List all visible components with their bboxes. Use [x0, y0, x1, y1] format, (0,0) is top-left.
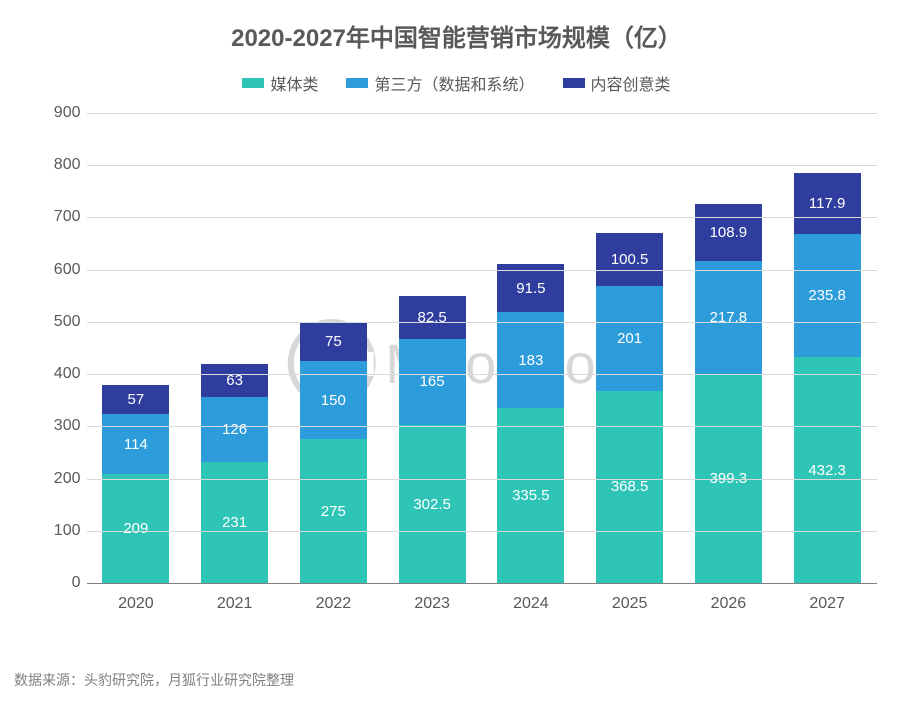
- bar-segment: 126: [201, 397, 268, 463]
- y-tick-label: 400: [39, 365, 81, 383]
- gridline: [87, 217, 877, 218]
- bar-segment: 217.8: [695, 261, 762, 375]
- bar-column: 432.3235.8117.9: [794, 173, 861, 583]
- bar-column: 399.3217.8108.9: [695, 204, 762, 583]
- legend-swatch-icon: [242, 78, 264, 88]
- bar-segment: 57: [102, 385, 169, 415]
- bar-segment: 108.9: [695, 204, 762, 261]
- data-source-note: 数据来源：头豹研究院，月狐行业研究院整理: [14, 670, 294, 690]
- chart-area: MoonFox 209114572311266327515075302.5165…: [27, 103, 887, 623]
- y-tick-label: 800: [39, 156, 81, 174]
- x-axis-labels: 20202021202220232024202520262027: [87, 587, 877, 623]
- y-tick-label: 700: [39, 208, 81, 226]
- bar-segment: 335.5: [497, 408, 564, 583]
- bar-segment: 165: [399, 339, 466, 425]
- x-tick-label: 2021: [185, 587, 284, 623]
- gridline: [87, 165, 877, 166]
- y-tick-label: 900: [39, 104, 81, 122]
- y-tick-label: 600: [39, 261, 81, 279]
- bar-segment: 183: [497, 312, 564, 408]
- bar-column: 27515075: [300, 322, 367, 583]
- x-tick-label: 2025: [580, 587, 679, 623]
- legend-label: 媒体类: [270, 71, 318, 95]
- legend-label: 第三方（数据和系统）: [374, 71, 534, 95]
- bar-column: 23112663: [201, 364, 268, 583]
- bar-segment: 368.5: [596, 391, 663, 583]
- legend-item: 第三方（数据和系统）: [346, 71, 534, 95]
- bar-segment: 91.5: [497, 264, 564, 312]
- gridline: [87, 374, 877, 375]
- x-tick-label: 2027: [778, 587, 877, 623]
- bar-segment: 209: [102, 474, 169, 583]
- legend-item: 内容创意类: [563, 71, 671, 95]
- gridline: [87, 479, 877, 480]
- x-axis-line: [87, 583, 877, 584]
- x-tick-label: 2022: [284, 587, 383, 623]
- gridline: [87, 270, 877, 271]
- bar-segment: 302.5: [399, 425, 466, 583]
- bar-segment: 117.9: [794, 173, 861, 235]
- x-tick-label: 2020: [87, 587, 186, 623]
- x-tick-label: 2026: [679, 587, 778, 623]
- gridline: [87, 322, 877, 323]
- bar-segment: 235.8: [794, 234, 861, 357]
- y-tick-label: 500: [39, 313, 81, 331]
- legend-swatch-icon: [346, 78, 368, 88]
- bar-segment: 114: [102, 414, 169, 474]
- y-tick-label: 0: [39, 574, 81, 592]
- y-tick-label: 200: [39, 470, 81, 488]
- bar-segment: 100.5: [596, 233, 663, 285]
- bar-segment: 75: [300, 322, 367, 361]
- y-tick-label: 300: [39, 417, 81, 435]
- chart-title: 2020-2027年中国智能营销市场规模（亿）: [0, 0, 913, 53]
- bar-column: 20911457: [102, 385, 169, 583]
- bar-segment: 432.3: [794, 357, 861, 583]
- bar-segment: 150: [300, 361, 367, 439]
- bars-container: 20911457 23112663 27515075 302.516582.5 335.…: [87, 113, 877, 583]
- bar-segment: 275: [300, 439, 367, 583]
- legend: 媒体类 第三方（数据和系统） 内容创意类: [0, 71, 913, 95]
- bar-segment: 82.5: [399, 296, 466, 339]
- gridline: [87, 426, 877, 427]
- legend-item: 媒体类: [242, 71, 318, 95]
- bar-column: 335.518391.5: [497, 264, 564, 583]
- y-tick-label: 100: [39, 522, 81, 540]
- x-tick-label: 2024: [482, 587, 581, 623]
- gridline: [87, 113, 877, 114]
- bar-column: 302.516582.5: [399, 296, 466, 583]
- gridline: [87, 531, 877, 532]
- x-tick-label: 2023: [383, 587, 482, 623]
- legend-label: 内容创意类: [591, 71, 671, 95]
- plot-region: 20911457 23112663 27515075 302.516582.5 335.…: [87, 113, 877, 583]
- bar-segment: 63: [201, 364, 268, 397]
- legend-swatch-icon: [563, 78, 585, 88]
- bar-segment: 231: [201, 462, 268, 583]
